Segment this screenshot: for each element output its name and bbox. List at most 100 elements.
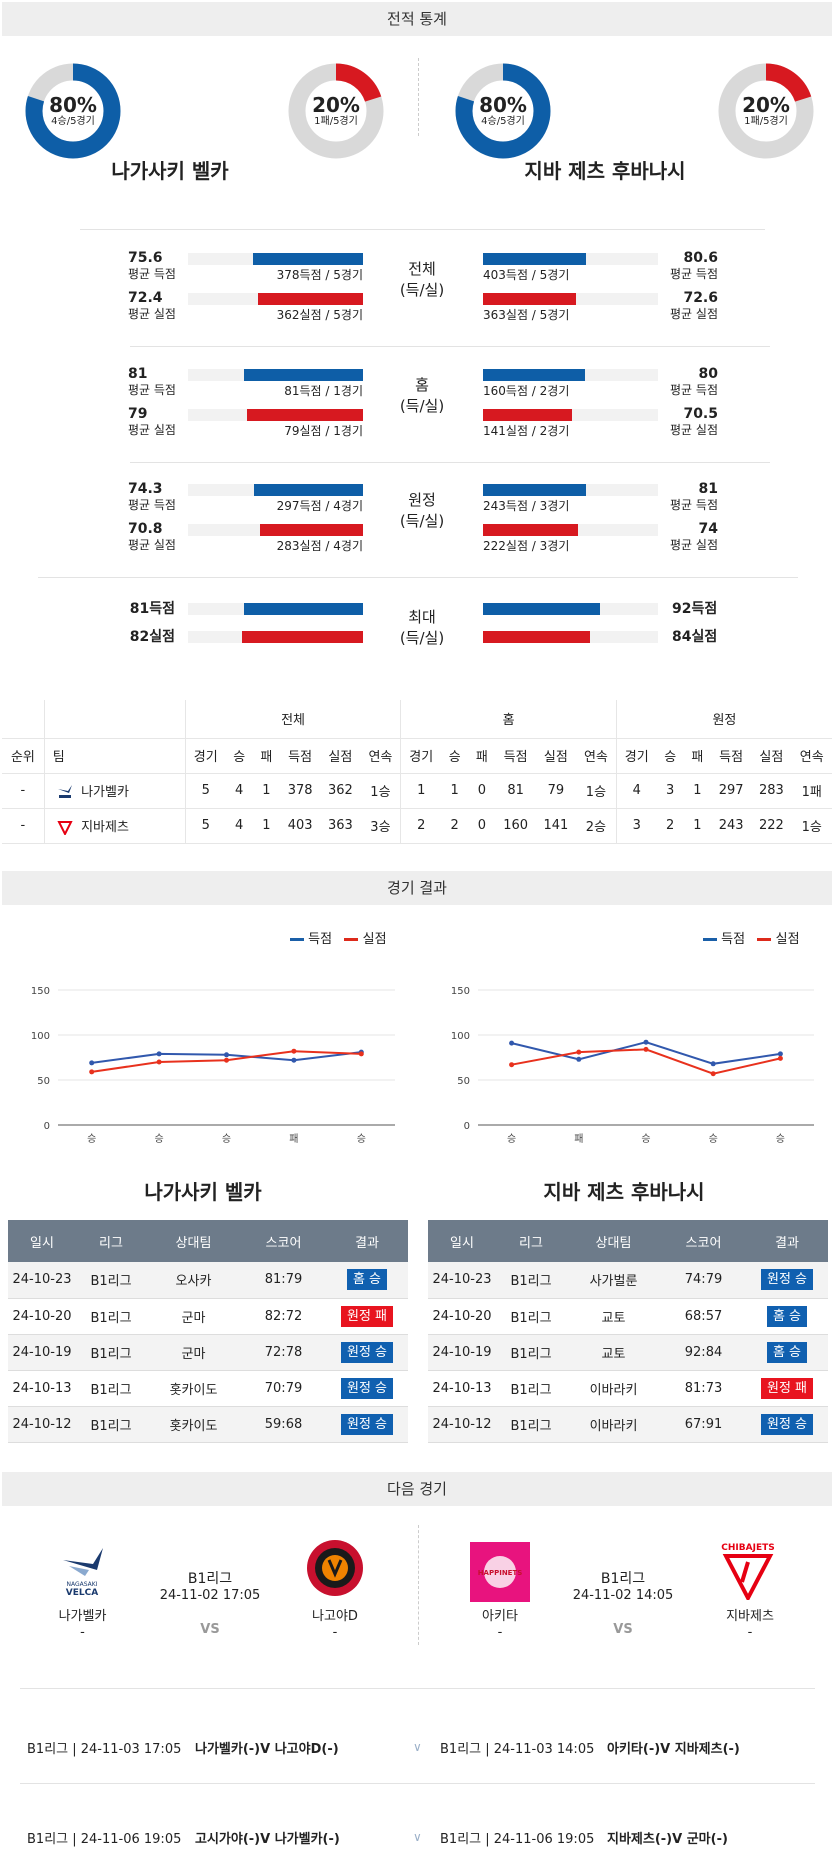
team-logo-nagoya bbox=[305, 1538, 365, 1598]
result-badge: 홈 승 bbox=[766, 1341, 808, 1363]
upcoming-teams-right: 지바제츠(-)V 군마(-) bbox=[607, 1832, 728, 1847]
next-datetime: 24-11-02 14:05 bbox=[572, 1588, 674, 1603]
results-cell: B1리그 bbox=[496, 1334, 566, 1371]
standings-header: 연속 bbox=[791, 738, 832, 774]
left-avg-conceded: 70.8 bbox=[128, 521, 163, 537]
left-avg-scored: 81 bbox=[128, 366, 148, 382]
results-cell: 59:68 bbox=[241, 1406, 326, 1443]
donut-percent: 80% bbox=[479, 93, 527, 117]
results-cell: B1리그 bbox=[496, 1406, 566, 1443]
standings-header: 연속 bbox=[360, 738, 402, 774]
standings-cell: 1 bbox=[683, 773, 711, 809]
left-avg-scored-label: 평균 득점 bbox=[128, 267, 176, 281]
result-badge: 홈 승 bbox=[766, 1305, 808, 1327]
y-tick-label: 150 bbox=[31, 986, 50, 997]
results-cell: 24-10-20 bbox=[428, 1298, 496, 1335]
standings-cell: 3승 bbox=[360, 808, 402, 844]
standings-cell: 2승 bbox=[576, 808, 617, 844]
results-table-left: 일시 리그 상대팀 스코어 결과 24-10-23 B1리그 오사카 81:79 홈 승 24-10… bbox=[8, 1220, 408, 1443]
table-row: 24-10-19 B1리그 교토 92:84 홈 승 bbox=[428, 1334, 828, 1371]
results-cell: B1리그 bbox=[76, 1262, 146, 1299]
standings-cell: 1 bbox=[252, 773, 280, 809]
compare-category: 전체 bbox=[408, 260, 436, 278]
results-cell: 이바라키 bbox=[566, 1406, 661, 1443]
svg-text:NAGASAKI: NAGASAKI bbox=[67, 1581, 98, 1588]
data-point bbox=[224, 1057, 229, 1063]
results-cell: B1리그 bbox=[496, 1370, 566, 1407]
left-avg-scored: 75.6 bbox=[128, 250, 163, 266]
standings-cell: 297 bbox=[710, 773, 752, 809]
team-logo-icon bbox=[57, 785, 73, 800]
results-cell: B1리그 bbox=[76, 1370, 146, 1407]
data-point bbox=[156, 1059, 162, 1065]
results-cell: 군마 bbox=[146, 1298, 241, 1335]
result-badge: 원정 승 bbox=[340, 1377, 393, 1399]
result-badge: 원정 승 bbox=[760, 1413, 813, 1435]
vs-label: VS bbox=[200, 1622, 220, 1637]
table-row: 24-10-19 B1리그 군마 72:78 원정 승 bbox=[8, 1334, 408, 1371]
result-badge: 원정 패 bbox=[760, 1377, 813, 1399]
standings-header: 경기 bbox=[400, 738, 442, 774]
standings-header: 팀 bbox=[44, 738, 186, 774]
chevron-down-icon[interactable]: ∨ bbox=[413, 1740, 422, 1754]
x-tick-label: 승 bbox=[357, 1133, 366, 1145]
data-point bbox=[89, 1060, 95, 1066]
chevron-down-icon[interactable]: ∨ bbox=[413, 1830, 422, 1844]
line-chart-right: 0 50 100 150 승 패 승 승 승 bbox=[451, 986, 814, 1145]
results-cell: 24-10-20 bbox=[8, 1298, 76, 1335]
results-cell: 24-10-19 bbox=[428, 1334, 496, 1371]
data-point bbox=[777, 1051, 783, 1057]
standings-cell: 2 bbox=[441, 808, 469, 844]
results-cell: 홋카이도 bbox=[146, 1406, 241, 1443]
x-tick-label: 승 bbox=[776, 1133, 785, 1145]
x-tick-label: 승 bbox=[641, 1133, 650, 1145]
donut-chart bbox=[25, 63, 121, 159]
x-tick-label: 승 bbox=[222, 1133, 231, 1145]
y-tick-label: 50 bbox=[457, 1076, 470, 1087]
results-header: 일시 bbox=[428, 1220, 496, 1262]
left-max-scored-bar bbox=[244, 603, 363, 615]
results-header-row: 일시 리그 상대팀 스코어 결과 bbox=[428, 1220, 828, 1262]
data-point bbox=[777, 1055, 783, 1061]
section-title-results: 경기 결과 bbox=[2, 871, 832, 905]
results-header: 결과 bbox=[326, 1220, 408, 1262]
standings-cell: 0 bbox=[468, 808, 496, 844]
table-row: 24-10-12 B1리그 이바라키 67:91 원정 승 bbox=[428, 1406, 828, 1443]
upcoming-teams-left: 고시가야(-)V 나가벨카(-) bbox=[195, 1832, 340, 1847]
right-scored-bar bbox=[483, 369, 585, 381]
standings-header: 연속 bbox=[576, 738, 617, 774]
divider bbox=[418, 58, 419, 136]
legend-ga: 실점 bbox=[362, 932, 387, 947]
result-badge: 홈 승 bbox=[346, 1269, 388, 1291]
table-row: 24-10-20 B1리그 교토 68:57 홈 승 bbox=[428, 1298, 828, 1335]
compare-category: 홈 bbox=[415, 376, 429, 394]
standings-cell: 1 bbox=[252, 808, 280, 844]
results-header: 스코어 bbox=[661, 1220, 746, 1262]
standings-cell: 5 bbox=[185, 808, 226, 844]
table-row: - 지바제츠 5 4 1 403 363 3승 2 2 0 160 141 2승 3 2 1 243 222 1승 bbox=[2, 808, 832, 844]
results-header: 일시 bbox=[8, 1220, 76, 1262]
team-name-left: 나가사키 벨카 bbox=[144, 1180, 262, 1204]
standings-group: 전체 bbox=[185, 700, 402, 739]
results-cell: 군마 bbox=[146, 1334, 241, 1371]
standings-group-row: 전체 홈 원정 bbox=[2, 700, 832, 739]
left-max-conceded-bar bbox=[242, 631, 363, 643]
right-avg-scored: 81 bbox=[698, 481, 718, 497]
right-conceded-total: 222실점 / 3경기 bbox=[483, 539, 570, 553]
left-scored-bar bbox=[253, 253, 363, 265]
result-badge: 원정 승 bbox=[340, 1341, 393, 1363]
legend-ga: 실점 bbox=[775, 932, 800, 947]
x-tick-label: 승 bbox=[507, 1133, 516, 1145]
right-max-conceded: 84실점 bbox=[672, 629, 718, 645]
results-cell: 교토 bbox=[566, 1298, 661, 1335]
divider bbox=[38, 577, 798, 578]
upcoming-info-right: B1리그 | 24-11-06 19:05 bbox=[440, 1832, 595, 1847]
standings-cell: 1 bbox=[683, 808, 711, 844]
results-cell: 24-10-13 bbox=[428, 1370, 496, 1407]
results-cell: 24-10-19 bbox=[8, 1334, 76, 1371]
results-cell: B1리그 bbox=[496, 1298, 566, 1335]
team-name-right: 지바 제츠 후바나시 bbox=[543, 1180, 705, 1204]
data-point bbox=[710, 1061, 716, 1067]
divider bbox=[418, 1525, 419, 1645]
left-scored-bar bbox=[254, 484, 363, 496]
